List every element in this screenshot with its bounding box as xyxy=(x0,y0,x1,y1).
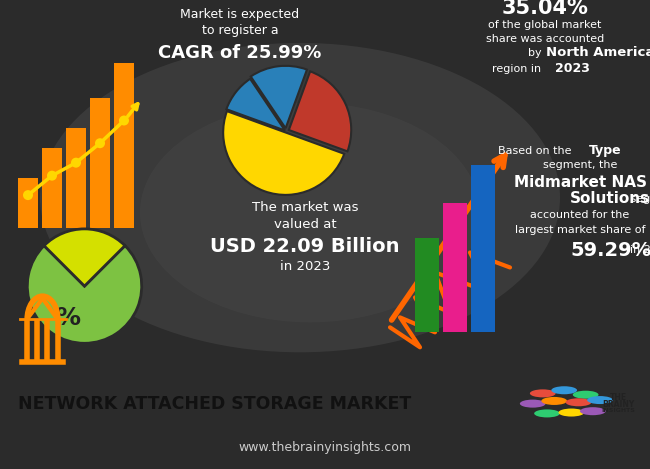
Text: North America: North America xyxy=(546,46,650,60)
Text: %: % xyxy=(55,305,80,330)
Text: Type: Type xyxy=(589,144,621,157)
Bar xyxy=(42,148,62,227)
Text: Midmarket NAS: Midmarket NAS xyxy=(514,175,647,190)
Text: 59.29%: 59.29% xyxy=(570,241,650,260)
Bar xyxy=(18,178,38,227)
Bar xyxy=(90,98,110,227)
Circle shape xyxy=(530,389,556,397)
Text: BRAINY: BRAINY xyxy=(603,400,634,409)
Text: by: by xyxy=(528,48,545,58)
Text: www.thebrainyinsights.com: www.thebrainyinsights.com xyxy=(239,441,411,454)
Text: segment: segment xyxy=(627,194,650,204)
Text: Solutions: Solutions xyxy=(570,191,650,206)
Text: 2023: 2023 xyxy=(554,62,590,76)
Text: largest market share of: largest market share of xyxy=(515,225,645,234)
Circle shape xyxy=(520,400,545,408)
Text: 35.04%: 35.04% xyxy=(502,0,588,18)
Wedge shape xyxy=(289,71,351,151)
Bar xyxy=(66,128,86,227)
Bar xyxy=(443,203,467,333)
Circle shape xyxy=(566,398,592,406)
Wedge shape xyxy=(27,246,142,343)
Text: CAGR of 25.99%: CAGR of 25.99% xyxy=(159,44,322,62)
Bar xyxy=(114,63,134,227)
Circle shape xyxy=(71,158,81,167)
Wedge shape xyxy=(223,111,344,195)
Text: in 2023: in 2023 xyxy=(630,245,650,256)
Circle shape xyxy=(119,115,129,126)
Text: Market is expected: Market is expected xyxy=(181,8,300,22)
Circle shape xyxy=(95,138,105,148)
Text: USD 22.09 Billion: USD 22.09 Billion xyxy=(210,237,400,256)
Text: in 2023: in 2023 xyxy=(280,260,330,273)
Bar xyxy=(471,165,495,333)
Circle shape xyxy=(23,190,33,200)
Circle shape xyxy=(551,386,577,394)
Text: of the global market: of the global market xyxy=(488,20,602,30)
Wedge shape xyxy=(44,229,125,286)
Wedge shape xyxy=(251,66,307,128)
Bar xyxy=(415,237,439,333)
Text: accounted for the: accounted for the xyxy=(530,210,630,219)
Circle shape xyxy=(558,408,584,416)
Text: to register a: to register a xyxy=(202,24,278,38)
Circle shape xyxy=(580,407,606,415)
Text: THE: THE xyxy=(610,393,627,402)
Circle shape xyxy=(573,391,599,399)
Text: segment, the: segment, the xyxy=(543,159,618,170)
Wedge shape xyxy=(226,79,285,130)
Circle shape xyxy=(587,396,613,404)
Ellipse shape xyxy=(140,103,480,322)
Text: The market was: The market was xyxy=(252,201,358,214)
Circle shape xyxy=(47,171,57,181)
Text: region in: region in xyxy=(493,64,545,74)
Text: NETWORK ATTACHED STORAGE MARKET: NETWORK ATTACHED STORAGE MARKET xyxy=(18,394,411,413)
Circle shape xyxy=(534,409,560,417)
Ellipse shape xyxy=(40,43,560,352)
Text: Based on the: Based on the xyxy=(498,146,575,156)
Circle shape xyxy=(541,397,567,405)
Text: valued at: valued at xyxy=(274,218,336,231)
Text: INSIGHTS: INSIGHTS xyxy=(602,408,636,413)
Text: share was accounted: share was accounted xyxy=(486,34,604,44)
